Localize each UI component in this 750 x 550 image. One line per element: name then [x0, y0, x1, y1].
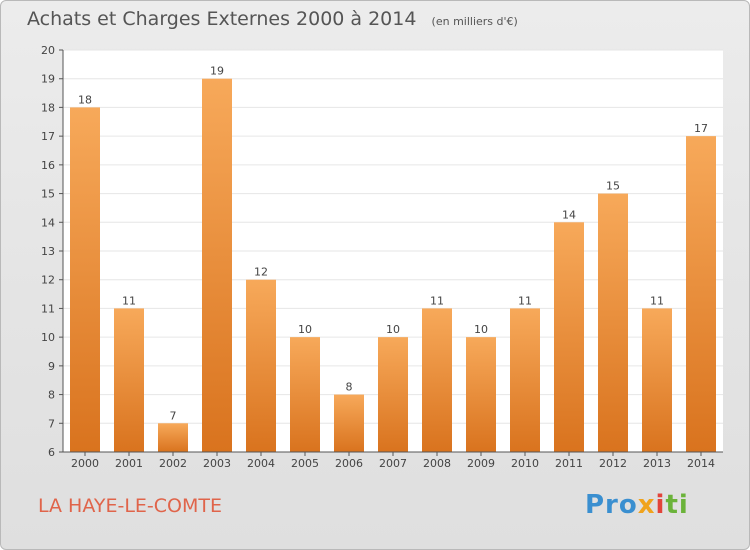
bar: [378, 337, 408, 452]
chart-title-row: Achats et Charges Externes 2000 à 2014 (…: [27, 8, 518, 30]
x-tick-label: 2007: [379, 457, 407, 470]
x-tick-label: 2000: [71, 457, 99, 470]
y-tick-label: 8: [48, 389, 55, 402]
bar-value-label: 18: [78, 93, 92, 106]
y-tick-label: 19: [41, 73, 55, 86]
x-tick-label: 2005: [291, 457, 319, 470]
bar: [70, 107, 100, 452]
bar: [642, 308, 672, 452]
bar-value-label: 15: [606, 180, 620, 193]
bar-value-label: 14: [562, 208, 576, 221]
bar: [114, 308, 144, 452]
x-tick-label: 2006: [335, 457, 363, 470]
bar-value-label: 11: [518, 294, 532, 307]
bar-value-label: 10: [474, 323, 488, 336]
x-tick-label: 2003: [203, 457, 231, 470]
axes: [59, 49, 723, 456]
x-tick-label: 2012: [599, 457, 627, 470]
logo-part-4: ti: [665, 490, 689, 520]
y-tick-label: 11: [41, 302, 55, 315]
commune-name: LA HAYE-LE-COMTE: [38, 495, 223, 517]
bar-value-label: 12: [254, 266, 268, 279]
x-tick-label: 2011: [555, 457, 583, 470]
x-tick-label: 2010: [511, 457, 539, 470]
y-tick-label: 9: [48, 360, 55, 373]
y-tick-label: 12: [41, 274, 55, 287]
bar: [422, 308, 452, 452]
bar: [598, 193, 628, 453]
bar: [290, 337, 320, 452]
bar: [510, 308, 540, 452]
x-tick-label: 2002: [159, 457, 187, 470]
bar-value-label: 7: [170, 409, 177, 422]
bar-value-label: 11: [650, 294, 664, 307]
chart-title: Achats et Charges Externes 2000 à 2014: [27, 8, 417, 30]
y-tick-label: 7: [48, 417, 55, 430]
y-tick-label: 14: [41, 216, 55, 229]
y-tick-label: 18: [41, 101, 55, 114]
bar-value-label: 8: [346, 381, 353, 394]
bar-value-label: 10: [386, 323, 400, 336]
bar: [202, 78, 232, 452]
x-tick-label: 2004: [247, 457, 275, 470]
bar-value-label: 17: [694, 122, 708, 135]
proxiti-logo: Proxiti: [585, 490, 689, 520]
logo-part-1: Pro: [585, 490, 638, 520]
y-tick-label: 15: [41, 188, 55, 201]
logo-part-2: x: [637, 490, 656, 520]
x-tick-label: 2014: [687, 457, 715, 470]
bar-value-label: 19: [210, 65, 224, 78]
x-tick-label: 2001: [115, 457, 143, 470]
logo-part-3: i: [655, 490, 666, 520]
bar-value-label: 11: [122, 294, 136, 307]
x-tick-label: 2008: [423, 457, 451, 470]
bar-value-label: 11: [430, 294, 444, 307]
y-tick-label: 20: [41, 44, 55, 57]
bar: [686, 136, 716, 452]
labels: 6 7 8 9 10 11 12 13 14 15 16 17 18 19 20 18 2000 11 2001 7 2…: [41, 44, 715, 470]
bar: [246, 279, 276, 452]
x-tick-label: 2009: [467, 457, 495, 470]
bar-value-label: 10: [298, 323, 312, 336]
y-tick-label: 10: [41, 331, 55, 344]
y-tick-label: 16: [41, 159, 55, 172]
chart-subtitle: (en milliers d'€): [431, 15, 518, 28]
bar: [334, 394, 364, 452]
y-tick-label: 13: [41, 245, 55, 258]
bar: [158, 423, 188, 452]
y-tick-label: 6: [48, 446, 55, 459]
bar: [554, 222, 584, 452]
y-tick-label: 17: [41, 130, 55, 143]
x-tick-label: 2013: [643, 457, 671, 470]
bars: [70, 78, 716, 453]
bar: [466, 337, 496, 452]
